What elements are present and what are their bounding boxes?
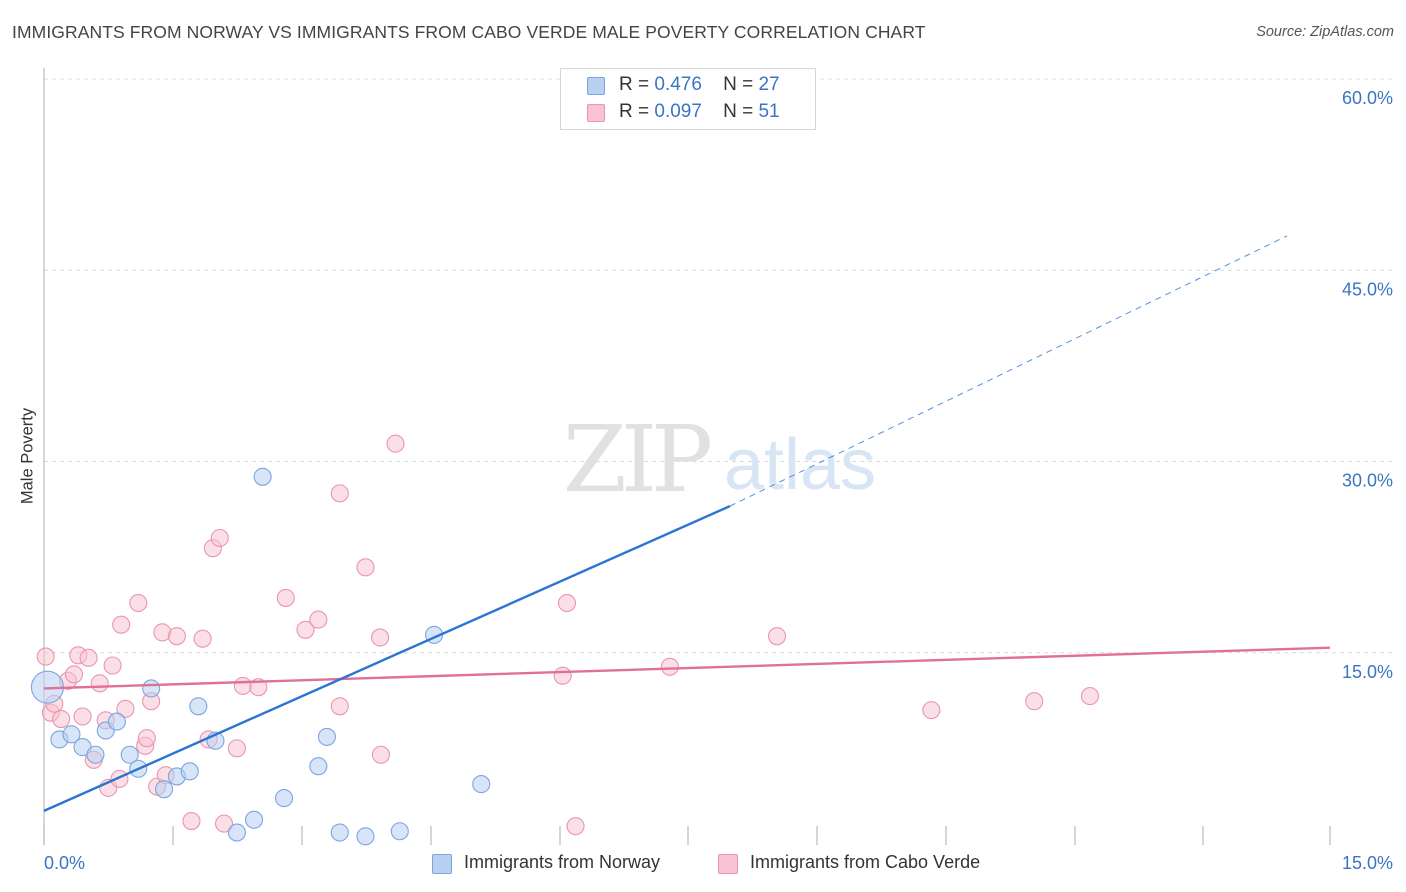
cabo-verde-point bbox=[309, 610, 328, 629]
cabo-verde-point bbox=[767, 627, 787, 646]
norway-trend-line bbox=[43, 505, 731, 812]
cabo-verde-point bbox=[557, 593, 577, 613]
watermark-zip: ZIP bbox=[563, 406, 710, 513]
cabo-verde-point bbox=[103, 656, 122, 675]
tick-labels: 15.0% 30.0% 45.0% 60.0% 0.0% 15.0% bbox=[44, 88, 1393, 873]
cabo-verde-trend-line bbox=[43, 646, 1331, 690]
norway-legend-swatch bbox=[432, 854, 452, 874]
cabo-verde-point bbox=[73, 707, 92, 726]
norway-point bbox=[142, 679, 161, 698]
y-tick-label: 60.0% bbox=[1342, 88, 1393, 108]
cabo-verde-points bbox=[36, 434, 1099, 836]
r-label: R = bbox=[619, 101, 650, 122]
cabo-verde-legend-label: Immigrants from Cabo Verde bbox=[750, 852, 981, 872]
grid-lines bbox=[44, 78, 1392, 654]
cabo-verde-point bbox=[1080, 687, 1099, 706]
norway-point bbox=[390, 822, 409, 841]
cabo-verde-point bbox=[182, 811, 201, 831]
cabo-verde-point bbox=[276, 588, 295, 607]
norway-point bbox=[227, 823, 246, 842]
source-label: Source: ZipAtlas.com bbox=[1256, 24, 1394, 40]
norway-point bbox=[154, 780, 174, 799]
norway-point bbox=[86, 745, 105, 764]
norway-point bbox=[120, 745, 139, 764]
x-tick-label-min: 0.0% bbox=[44, 853, 85, 873]
cabo-verde-point bbox=[214, 814, 234, 833]
x-tick-label-max: 15.0% bbox=[1342, 853, 1393, 873]
cabo-verde-point bbox=[64, 665, 84, 684]
cabo-verde-point bbox=[553, 666, 572, 685]
cabo-verde-point bbox=[227, 739, 246, 758]
y-tick-label: 15.0% bbox=[1342, 662, 1393, 682]
cabo-verde-point bbox=[371, 628, 390, 647]
cabo-verde-point bbox=[193, 629, 212, 648]
norway-point bbox=[253, 467, 272, 486]
cabo-verde-n-value: 51 bbox=[758, 101, 780, 122]
cabo-verde-point bbox=[137, 729, 156, 748]
cabo-verde-point bbox=[1025, 692, 1044, 711]
norway-point bbox=[107, 712, 126, 731]
cabo-verde-point bbox=[167, 627, 186, 646]
cabo-verde-point bbox=[233, 676, 252, 695]
norway-point bbox=[317, 727, 336, 746]
norway-point bbox=[309, 757, 328, 776]
cabo-verde-swatch bbox=[587, 104, 605, 122]
correlation-legend: R = 0.476 N = 27 R = 0.097 N = 51 bbox=[560, 68, 816, 130]
norway-point bbox=[356, 827, 375, 846]
cabo-verde-point bbox=[90, 674, 109, 693]
n-label: N = bbox=[723, 74, 754, 95]
cabo-verde-point bbox=[386, 434, 405, 453]
cabo-verde-point bbox=[566, 817, 585, 836]
norway-point bbox=[62, 725, 81, 744]
norway-trend-extension bbox=[729, 235, 1288, 507]
cabo-verde-point bbox=[330, 484, 349, 503]
watermark: ZIP atlas bbox=[563, 406, 876, 513]
n-label: N = bbox=[723, 101, 754, 122]
cabo-verde-point bbox=[112, 615, 131, 634]
norway-point bbox=[180, 762, 199, 781]
cabo-verde-point bbox=[330, 697, 349, 716]
cabo-verde-point bbox=[371, 745, 390, 764]
r-label: R = bbox=[619, 74, 650, 95]
cabo-verde-point bbox=[79, 648, 98, 667]
cabo-verde-point bbox=[129, 593, 148, 613]
norway-n-value: 27 bbox=[758, 74, 780, 95]
cabo-verde-point bbox=[116, 699, 135, 718]
cabo-verde-point bbox=[210, 528, 229, 548]
cabo-verde-point bbox=[52, 709, 71, 729]
chart-title: IMMIGRANTS FROM NORWAY VS IMMIGRANTS FRO… bbox=[12, 22, 926, 42]
norway-point bbox=[244, 810, 264, 829]
cabo-verde-point bbox=[36, 647, 55, 666]
cabo-verde-point bbox=[296, 620, 315, 639]
norway-point bbox=[189, 697, 208, 716]
cabo-verde-point bbox=[660, 657, 679, 676]
norway-point bbox=[275, 789, 294, 808]
norway-swatch bbox=[587, 77, 605, 95]
cabo-verde-legend-swatch bbox=[718, 854, 738, 874]
norway-legend-label: Immigrants from Norway bbox=[464, 852, 661, 872]
cabo-verde-r-value: 0.097 bbox=[654, 101, 702, 122]
trend-lines bbox=[43, 235, 1331, 812]
y-tick-label: 45.0% bbox=[1342, 279, 1393, 299]
norway-point bbox=[472, 775, 491, 794]
watermark-atlas: atlas bbox=[724, 425, 876, 505]
cabo-verde-point bbox=[922, 701, 941, 720]
norway-r-value: 0.476 bbox=[654, 74, 702, 95]
cabo-verde-point bbox=[356, 558, 375, 577]
norway-point bbox=[330, 823, 349, 842]
y-tick-label: 30.0% bbox=[1342, 471, 1393, 491]
